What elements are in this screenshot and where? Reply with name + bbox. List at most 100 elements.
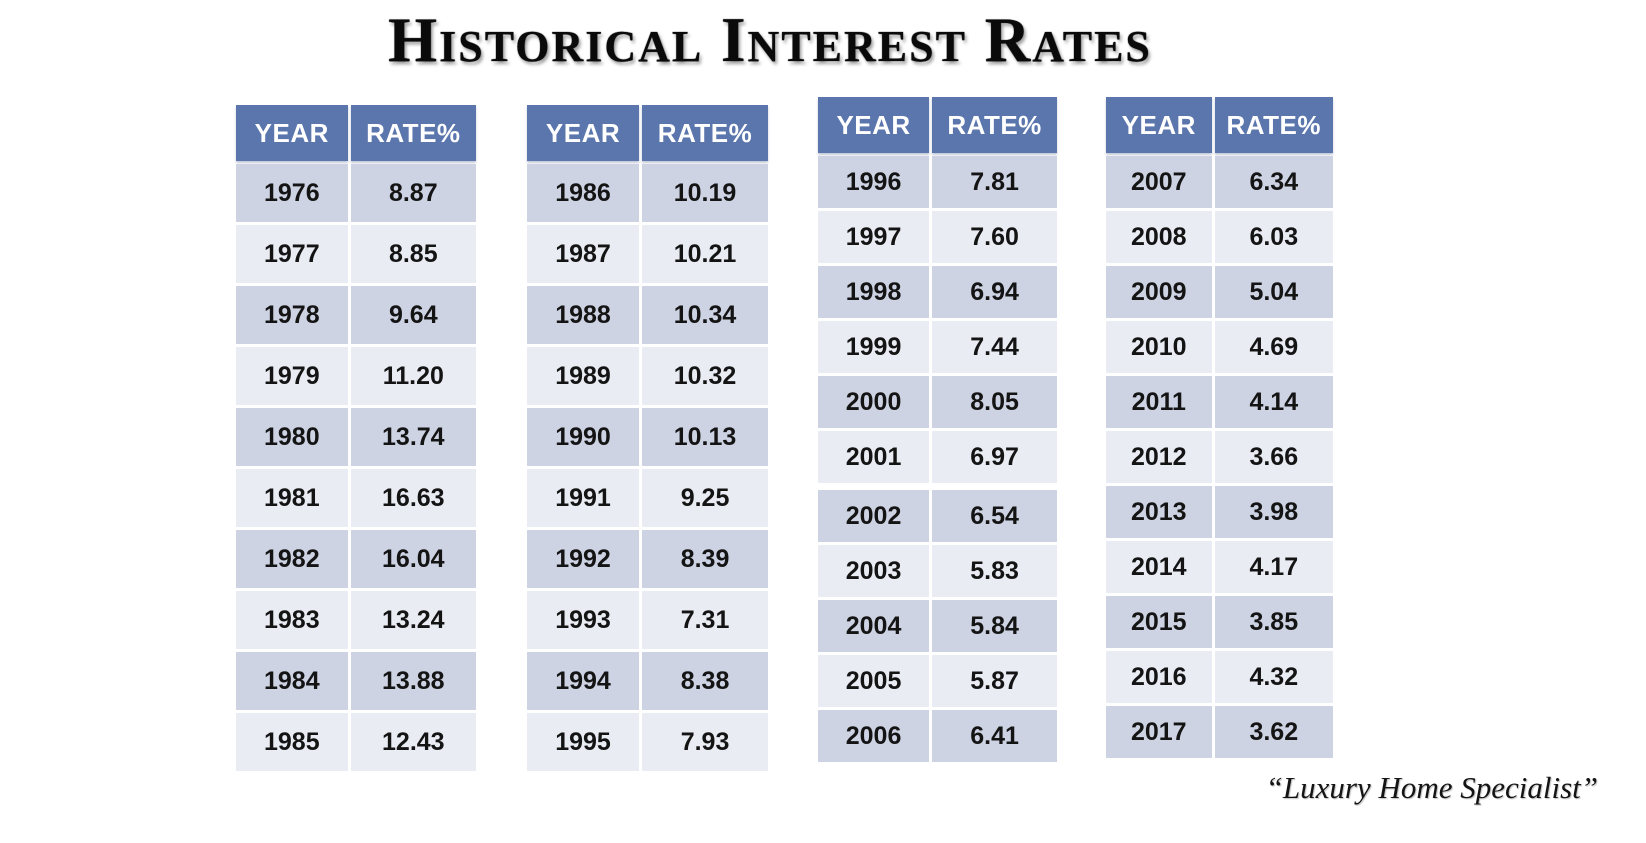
table-row: 2017 3.62	[1106, 706, 1333, 758]
table-row: 1990 10.13	[527, 408, 768, 466]
rates-table-1976-1985: YEAR RATE% 1976 8.87 1977 8.85 1978 9.64 1979 1…	[236, 105, 476, 774]
rate-cell: 8.87	[350, 164, 476, 222]
table-row: 2016 4.32	[1106, 651, 1333, 703]
rate-cell: 5.83	[932, 545, 1057, 597]
table-row: 1989 10.32	[527, 347, 768, 405]
year-cell: 2004	[818, 600, 930, 652]
year-cell: 1995	[527, 713, 640, 771]
rate-cell: 5.04	[1214, 266, 1333, 318]
year-cell: 2010	[1106, 321, 1212, 373]
table-row: 1993 7.31	[527, 591, 768, 649]
table-row: 2008 6.03	[1106, 211, 1333, 263]
year-cell: 1998	[818, 266, 930, 318]
rate-cell: 7.60	[932, 211, 1057, 263]
rate-cell: 7.93	[642, 713, 768, 771]
rate-cell: 12.43	[350, 713, 476, 771]
rate-column-header: RATE%	[1214, 97, 1333, 153]
table-row: 2002 6.54	[818, 490, 1057, 542]
year-cell: 2008	[1106, 211, 1212, 263]
year-cell: 1994	[527, 652, 640, 710]
table-body: 2007 6.34 2008 6.03 2009 5.04 2010 4.69 2011 4.14…	[1106, 156, 1333, 758]
rates-table-2007-2017: YEAR RATE% 2007 6.34 2008 6.03 2009 5.04 2010 4…	[1106, 97, 1333, 761]
table-row: 2005 5.87	[818, 655, 1057, 707]
year-column-header: YEAR	[818, 97, 930, 153]
table-row: 2010 4.69	[1106, 321, 1333, 373]
rate-cell: 6.54	[932, 490, 1057, 542]
year-cell: 1999	[818, 321, 930, 373]
table-row: 1981 16.63	[236, 469, 476, 527]
rate-cell: 3.98	[1214, 486, 1333, 538]
table-row: 1999 7.44	[818, 321, 1057, 373]
rate-cell: 4.14	[1214, 376, 1333, 428]
table-row: 1997 7.60	[818, 211, 1057, 263]
rate-cell: 3.85	[1214, 596, 1333, 648]
year-cell: 2009	[1106, 266, 1212, 318]
table-header: YEAR RATE%	[818, 97, 1057, 153]
rate-cell: 10.34	[642, 286, 768, 344]
rate-cell: 6.41	[932, 710, 1057, 762]
year-cell: 2017	[1106, 706, 1212, 758]
year-cell: 1991	[527, 469, 640, 527]
year-cell: 1981	[236, 469, 348, 527]
year-cell: 1978	[236, 286, 348, 344]
table-row: 1998 6.94	[818, 266, 1057, 318]
rate-cell: 6.03	[1214, 211, 1333, 263]
table-row: 1979 11.20	[236, 347, 476, 405]
rates-table-1986-1995: YEAR RATE% 1986 10.19 1987 10.21 1988 10.34 19…	[527, 105, 768, 774]
table-row: 2012 3.66	[1106, 431, 1333, 483]
rate-cell: 6.34	[1214, 156, 1333, 208]
table-row: 1995 7.93	[527, 713, 768, 771]
year-cell: 1996	[818, 156, 930, 208]
year-cell: 1987	[527, 225, 640, 283]
table-row: 1976 8.87	[236, 164, 476, 222]
table-row: 1986 10.19	[527, 164, 768, 222]
rate-cell: 7.44	[932, 321, 1057, 373]
page-title: Historical Interest Rates	[388, 5, 1152, 75]
rate-cell: 16.04	[350, 530, 476, 588]
rate-column-header: RATE%	[932, 97, 1057, 153]
rate-cell: 4.69	[1214, 321, 1333, 373]
table-header: YEAR RATE%	[236, 105, 476, 161]
year-cell: 1990	[527, 408, 640, 466]
rate-cell: 6.97	[932, 431, 1057, 483]
year-cell: 2015	[1106, 596, 1212, 648]
year-cell: 1993	[527, 591, 640, 649]
table-row: 1987 10.21	[527, 225, 768, 283]
table-row: 2009 5.04	[1106, 266, 1333, 318]
table-row: 2015 3.85	[1106, 596, 1333, 648]
rate-cell: 10.21	[642, 225, 768, 283]
year-cell: 2006	[818, 710, 930, 762]
rate-cell: 9.64	[350, 286, 476, 344]
table-row: 2003 5.83	[818, 545, 1057, 597]
rate-cell: 8.38	[642, 652, 768, 710]
table-header: YEAR RATE%	[1106, 97, 1333, 153]
table-row: 1978 9.64	[236, 286, 476, 344]
year-cell: 2005	[818, 655, 930, 707]
year-column-header: YEAR	[1106, 97, 1212, 153]
year-cell: 1979	[236, 347, 348, 405]
table-row: 1988 10.34	[527, 286, 768, 344]
table-row: 2000 8.05	[818, 376, 1057, 428]
year-cell: 1997	[818, 211, 930, 263]
year-cell: 1980	[236, 408, 348, 466]
year-cell: 1983	[236, 591, 348, 649]
table-row: 1992 8.39	[527, 530, 768, 588]
year-cell: 1989	[527, 347, 640, 405]
table-row: 2001 6.97	[818, 431, 1057, 483]
table-row: 2007 6.34	[1106, 156, 1333, 208]
table-row: 1983 13.24	[236, 591, 476, 649]
year-cell: 1982	[236, 530, 348, 588]
rate-cell: 16.63	[350, 469, 476, 527]
rate-cell: 8.85	[350, 225, 476, 283]
rate-cell: 7.81	[932, 156, 1057, 208]
rate-cell: 4.17	[1214, 541, 1333, 593]
table-row: 1991 9.25	[527, 469, 768, 527]
table-row: 1994 8.38	[527, 652, 768, 710]
rate-cell: 9.25	[642, 469, 768, 527]
rate-column-header: RATE%	[350, 105, 476, 161]
rate-column-header: RATE%	[642, 105, 768, 161]
tagline: “Luxury Home Specialist”	[1265, 770, 1598, 805]
year-cell: 1986	[527, 164, 640, 222]
table-body: 1976 8.87 1977 8.85 1978 9.64 1979 11.20 1980 13.…	[236, 164, 476, 771]
